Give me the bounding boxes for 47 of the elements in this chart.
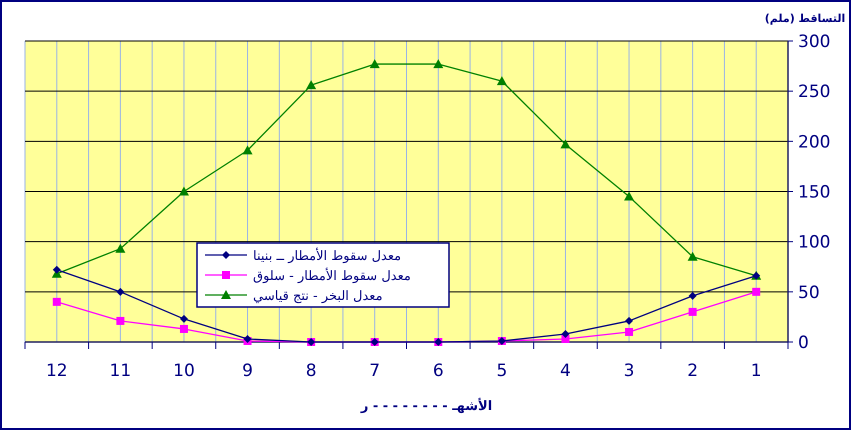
point [688, 292, 697, 300]
y-axis-title: التساقط (ملم) [764, 12, 846, 25]
point [52, 298, 61, 306]
y-tick-label: 250 [798, 82, 830, 102]
point [625, 328, 634, 336]
x-tick-label: 1 [750, 361, 762, 381]
point [116, 316, 124, 325]
point [180, 324, 188, 333]
y-tick-label: 50 [798, 282, 820, 303]
x-tick-label: 3 [624, 361, 634, 381]
point [752, 288, 760, 296]
point [370, 59, 380, 68]
point [180, 314, 188, 323]
point [116, 288, 124, 296]
y-tick-label: 100 [798, 232, 830, 253]
x-tick-label: 5 [496, 361, 508, 381]
legend-label: معدل سقوط الأمطار ــ بنينا [253, 247, 402, 264]
x-tick-label: 2 [687, 361, 698, 381]
legend-label: معدل سقوط الأمطار - سلوق [253, 267, 411, 284]
y-tick-label: 200 [798, 132, 830, 152]
point [242, 145, 253, 154]
x-tick-label: 8 [306, 361, 317, 381]
point [178, 186, 189, 196]
y-tick-label: 0 [798, 333, 809, 353]
point [688, 252, 698, 261]
point [433, 59, 444, 68]
point [496, 76, 507, 86]
point [625, 316, 634, 325]
point [244, 334, 252, 343]
x-tick-label: 12 [46, 361, 68, 381]
x-axis-title: الأشهـ - - - - - - - - ر [360, 397, 492, 414]
point [624, 192, 634, 201]
x-tick-label: 7 [369, 361, 380, 381]
y-tick-label: 300 [798, 32, 830, 52]
x-tick-label: 4 [560, 361, 571, 381]
point [688, 308, 697, 316]
x-tick-label: 10 [173, 361, 195, 381]
point [115, 244, 126, 253]
point [561, 330, 570, 338]
point [306, 80, 316, 90]
point [52, 266, 61, 274]
point [560, 139, 570, 148]
x-tick-label: 6 [432, 361, 444, 381]
y-tick-label: 150 [798, 182, 830, 202]
legend-label: معدل البخر - نتج قياسي [253, 289, 383, 304]
x-tick-label: 11 [110, 361, 132, 381]
x-tick-label: 9 [242, 361, 253, 381]
